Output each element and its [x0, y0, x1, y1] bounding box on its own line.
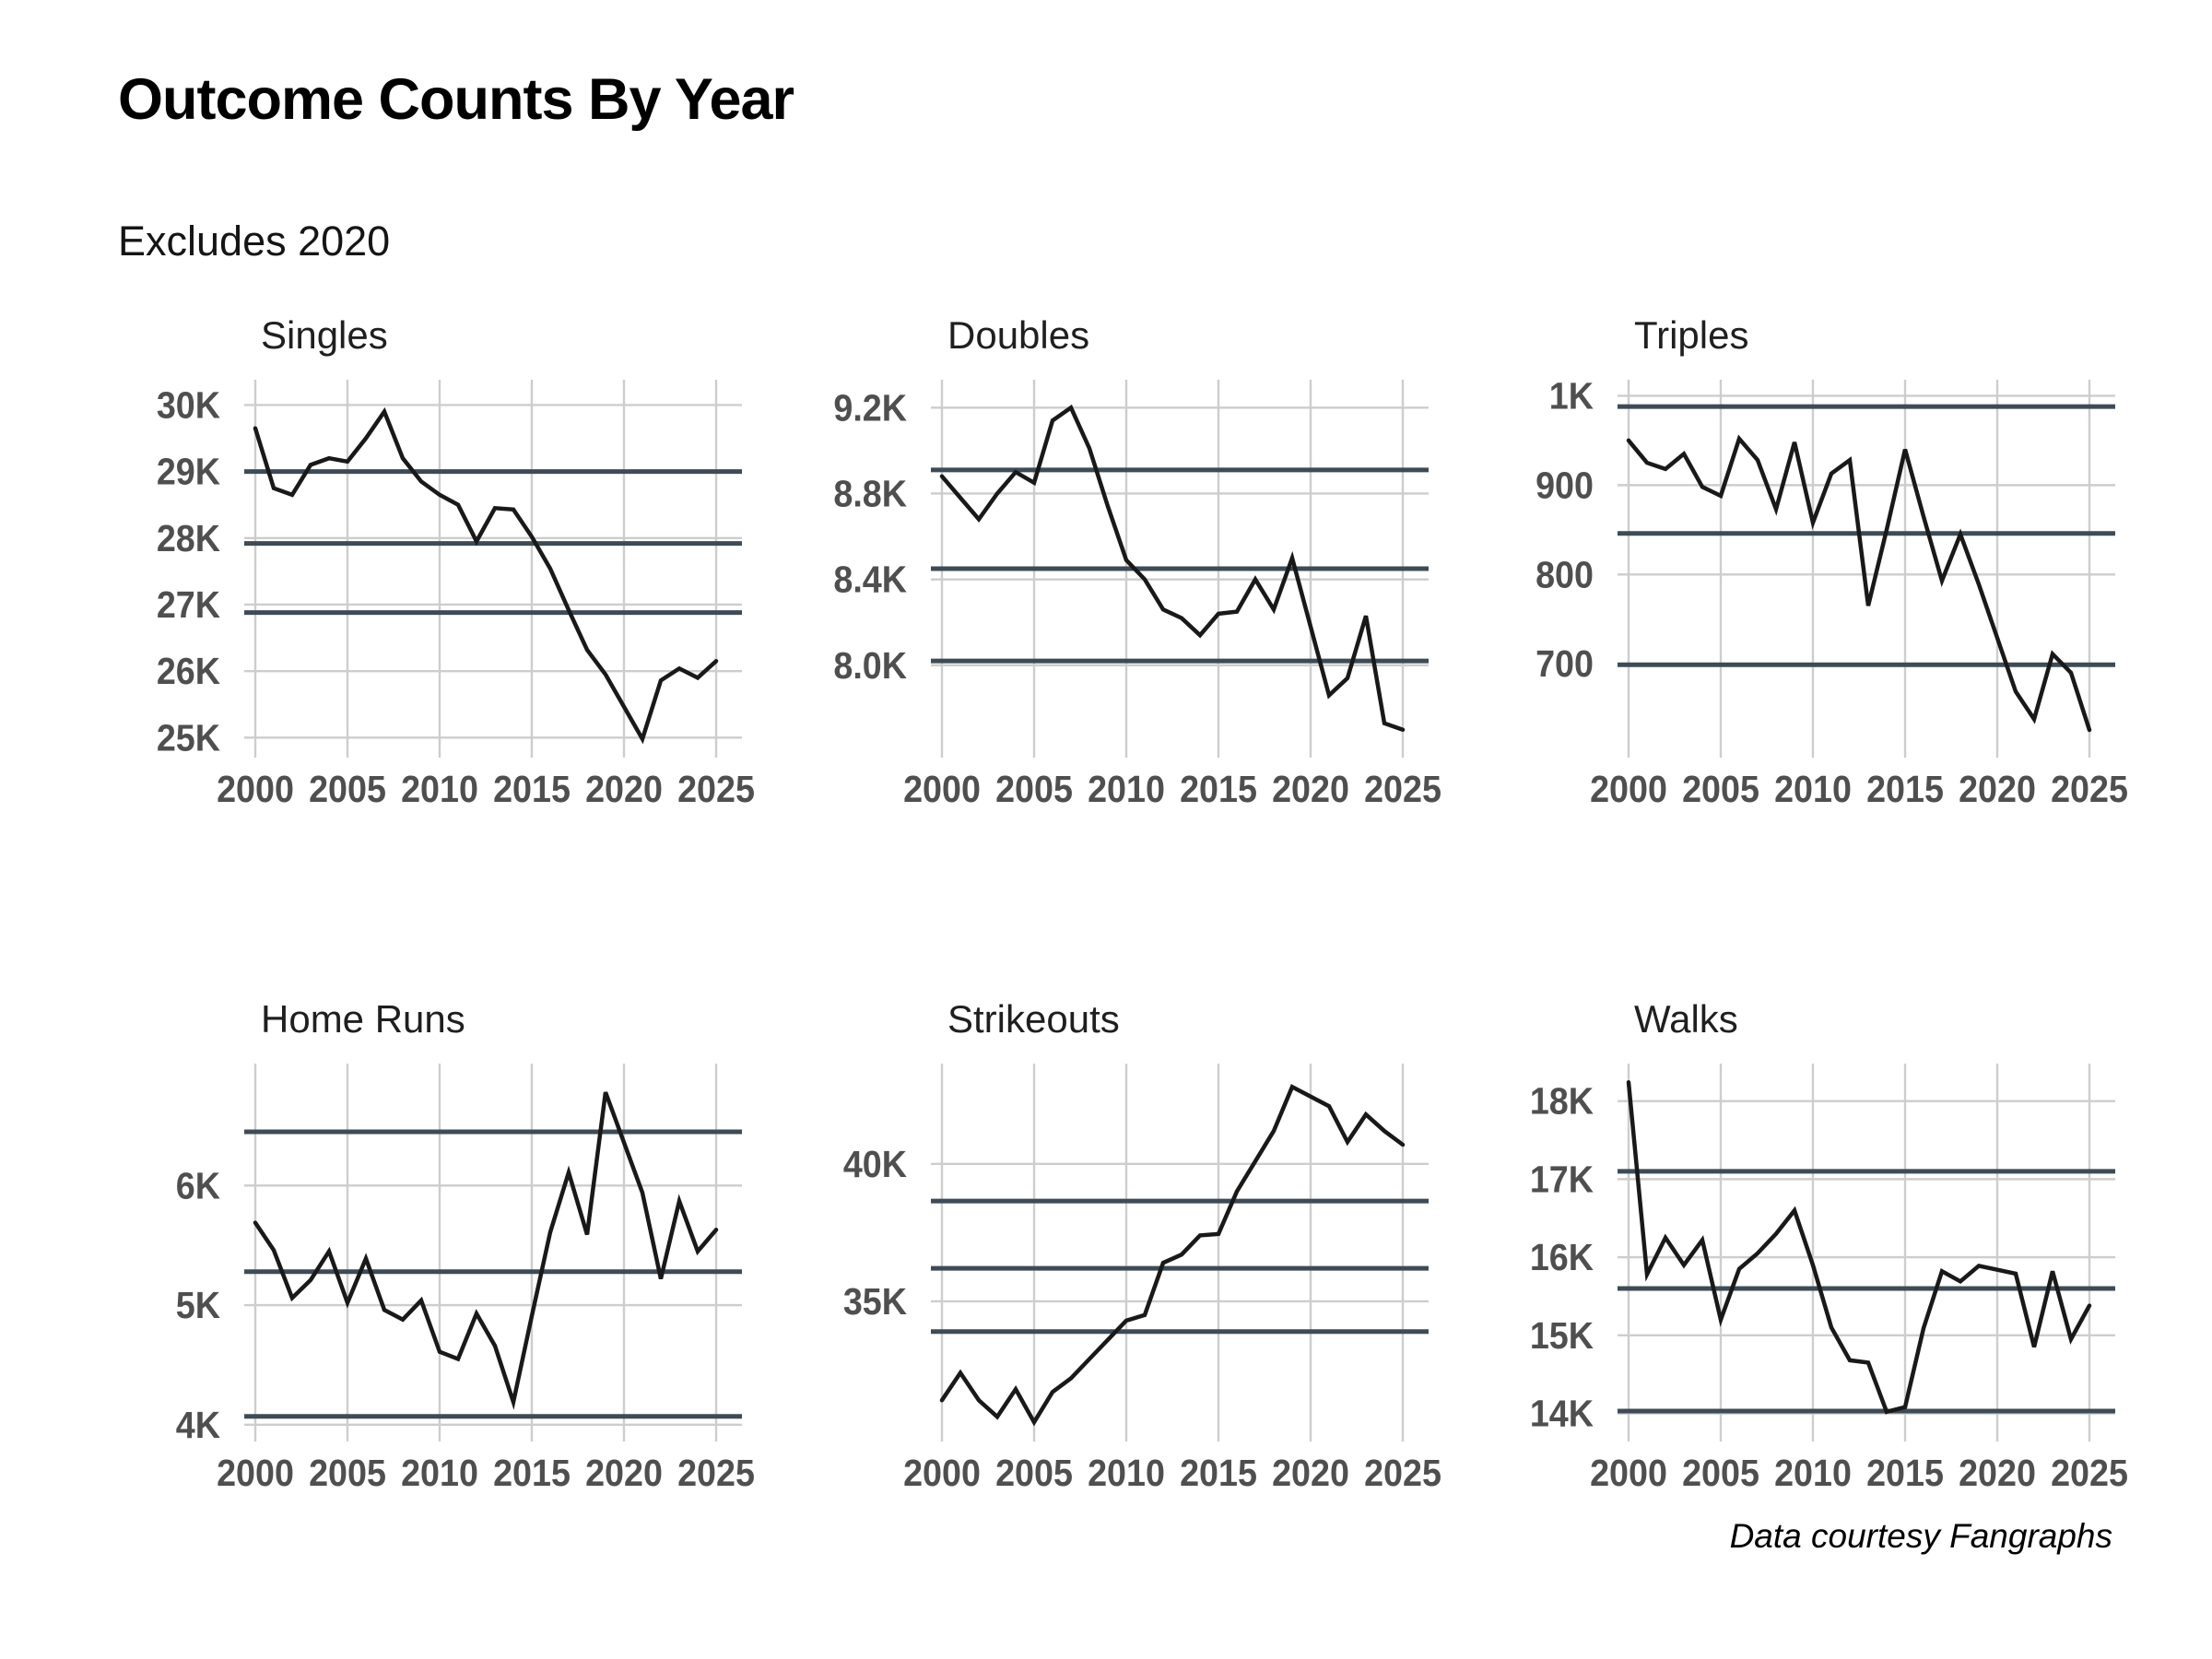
x-tick-label: 2005	[995, 769, 1073, 811]
x-tick-label: 2005	[1682, 769, 1759, 811]
x-tick-label: 2015	[1866, 769, 1944, 811]
x-tick-label: 2000	[903, 1453, 981, 1495]
y-tick-label: 8.4K	[833, 559, 907, 601]
y-tick-label: 17K	[1530, 1159, 1594, 1201]
figure-title: Outcome Counts By Year	[118, 67, 794, 132]
x-tick-label: 2025	[677, 1453, 755, 1495]
y-tick-label: 27K	[157, 584, 221, 627]
chart-triples: 700 800 900 1K 2000 2005 2010 2015 2020 2025	[1535, 375, 2128, 811]
y-tick-label: 1K	[1549, 375, 1594, 418]
x-tick-label: 2025	[2051, 769, 2128, 811]
y-tick-label: 800	[1535, 554, 1594, 596]
x-tick-label: 2000	[217, 769, 294, 811]
data-line	[253, 406, 719, 745]
panel-singles: Singles 25K 26K 27K 28K 29K 30K 2000 2005 2010 20…	[106, 313, 788, 834]
y-tick-label: 8.8K	[833, 473, 907, 515]
panel-walks: Walks 14K 15K 16K 17K 18K 2000 2005 2010 2015 202…	[1479, 997, 2161, 1518]
x-tick-label: 2025	[1364, 1453, 1441, 1495]
x-tick-label: 2025	[2051, 1453, 2128, 1495]
y-tick-label: 6K	[176, 1165, 221, 1207]
panel-title-doubles: Doubles	[947, 313, 1090, 357]
y-tick-label: 25K	[157, 717, 221, 759]
chart-singles: 25K 26K 27K 28K 29K 30K 2000 2005 2010 2015 2020 20…	[157, 380, 755, 811]
y-tick-label: 700	[1535, 643, 1594, 686]
y-tick-label: 900	[1535, 465, 1594, 507]
y-tick-label: 18K	[1530, 1080, 1594, 1123]
x-tick-label: 2015	[1180, 1453, 1257, 1495]
chart-walks: 14K 15K 16K 17K 18K 2000 2005 2010 2015 2020 2025	[1530, 1064, 2128, 1495]
x-tick-label: 2005	[309, 1453, 386, 1495]
x-tick-label: 2000	[217, 1453, 294, 1495]
panel-title-singles: Singles	[261, 313, 388, 357]
panel-strikeouts: Strikeouts 35K 40K 2000 2005 2010 2015 2020 202…	[793, 997, 1475, 1518]
x-tick-label: 2020	[585, 1453, 663, 1495]
data-line	[1626, 434, 2092, 733]
x-tick-label: 2005	[995, 1453, 1073, 1495]
x-tick-label: 2025	[677, 769, 755, 811]
data-line	[939, 1084, 1406, 1427]
x-tick-label: 2020	[1959, 769, 2036, 811]
y-tick-label: 4K	[176, 1404, 221, 1446]
chart-home-runs: 4K 5K 6K 2000 2005 2010 2015 2020 2025	[176, 1064, 755, 1495]
panel-triples: Triples 700 800 900 1K 2000 2005 2010 2015 2020 2…	[1479, 313, 2161, 834]
panel-doubles: Doubles 8.0K 8.4K 8.8K 9.2K 2000 2005 2010 2015…	[793, 313, 1475, 834]
figure-subtitle: Excludes 2020	[118, 218, 391, 265]
y-tick-label: 14K	[1530, 1393, 1594, 1435]
y-tick-label: 40K	[843, 1143, 908, 1185]
x-tick-label: 2010	[1088, 1453, 1165, 1495]
chart-strikeouts: 35K 40K 2000 2005 2010 2015 2020 2025	[843, 1064, 1441, 1495]
x-tick-label: 2020	[585, 769, 663, 811]
y-tick-label: 26K	[157, 651, 221, 693]
panel-title-home-runs: Home Runs	[261, 997, 465, 1041]
y-tick-label: 5K	[176, 1285, 221, 1327]
y-tick-label: 15K	[1530, 1314, 1594, 1357]
x-tick-label: 2010	[401, 769, 478, 811]
x-tick-label: 2020	[1959, 1453, 2036, 1495]
data-line	[1626, 1080, 2092, 1415]
x-tick-label: 2015	[1180, 769, 1257, 811]
x-tick-label: 2015	[493, 769, 571, 811]
y-tick-label: 8.0K	[833, 644, 907, 687]
x-tick-label: 2005	[1682, 1453, 1759, 1495]
panel-home-runs: Home Runs 4K 5K 6K 2000 2005 2010 2015 2020 2025	[106, 997, 788, 1518]
x-tick-label: 2010	[1774, 769, 1852, 811]
x-tick-label: 2000	[1590, 1453, 1667, 1495]
panel-title-walks: Walks	[1634, 997, 1738, 1041]
y-tick-label: 30K	[157, 384, 221, 427]
y-tick-label: 9.2K	[833, 387, 907, 429]
y-tick-label: 28K	[157, 517, 221, 559]
panel-title-triples: Triples	[1634, 313, 1749, 357]
data-line	[939, 404, 1406, 732]
y-tick-label: 35K	[843, 1281, 908, 1324]
y-tick-label: 16K	[1530, 1237, 1594, 1279]
y-tick-label: 29K	[157, 451, 221, 493]
x-tick-label: 2010	[401, 1453, 478, 1495]
x-tick-label: 2005	[309, 769, 386, 811]
x-tick-label: 2015	[1866, 1453, 1944, 1495]
x-tick-label: 2020	[1272, 1453, 1349, 1495]
x-tick-label: 2010	[1088, 769, 1165, 811]
x-tick-label: 2015	[493, 1453, 571, 1495]
chart-doubles: 8.0K 8.4K 8.8K 9.2K 2000 2005 2010 2015 2020 2025	[833, 380, 1441, 811]
data-line	[253, 1091, 719, 1410]
x-tick-label: 2010	[1774, 1453, 1852, 1495]
figure-caption: Data courtesy Fangraphs	[1729, 1517, 2112, 1555]
x-tick-label: 2025	[1364, 769, 1441, 811]
x-tick-label: 2020	[1272, 769, 1349, 811]
x-tick-label: 2000	[1590, 769, 1667, 811]
panel-title-strikeouts: Strikeouts	[947, 997, 1120, 1041]
x-tick-label: 2000	[903, 769, 981, 811]
